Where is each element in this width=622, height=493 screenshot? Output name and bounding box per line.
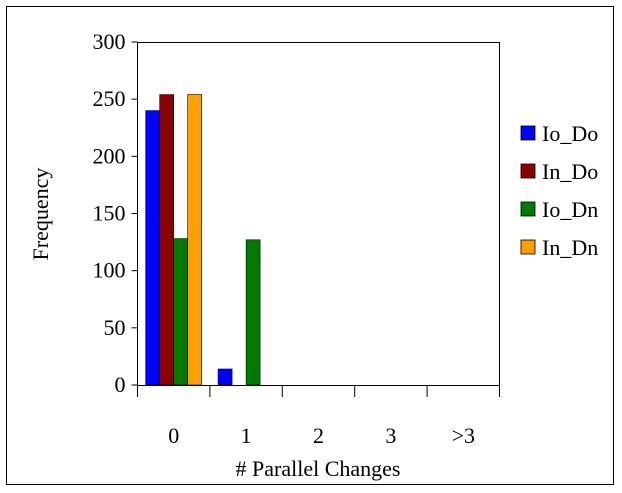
legend-label: In_Do (542, 159, 598, 184)
legend-label: Io_Do (542, 121, 598, 146)
x-tick-label: 2 (313, 423, 324, 448)
legend-swatch (520, 163, 536, 179)
x-ticks: 0 1 2 3 >3 (137, 385, 500, 448)
bar-in-dn-0 (187, 94, 202, 386)
y-tick-label: 100 (93, 258, 126, 283)
y-tick-label: 200 (93, 143, 126, 168)
y-tick-label: 150 (93, 201, 126, 226)
x-axis-title: # Parallel Changes (236, 456, 401, 481)
y-tick-label: 0 (115, 372, 126, 397)
legend-swatch (520, 201, 536, 217)
y-ticks: 0 50 100 150 200 250 300 (93, 29, 138, 397)
x-tick-label: 3 (385, 423, 396, 448)
legend-swatch (520, 239, 536, 255)
legend-label: Io_Dn (542, 197, 598, 222)
bar-io-dn-1 (245, 239, 261, 386)
bar-io-do-1 (217, 368, 233, 386)
bar-io-do-0 (145, 110, 160, 386)
x-tick-label: 0 (168, 423, 179, 448)
bar-io-dn-0 (173, 238, 188, 386)
legend-swatch (520, 125, 536, 141)
x-tick-label: >3 (452, 423, 475, 448)
y-tick-label: 50 (104, 315, 126, 340)
bars-layer (145, 94, 261, 386)
legend-label: In_Dn (542, 235, 598, 260)
y-tick-label: 250 (93, 86, 126, 111)
x-tick-label: 1 (241, 423, 252, 448)
y-axis-title: Frequency (28, 168, 53, 261)
legend: Io_Do In_Do Io_Dn In_Dn (520, 121, 598, 260)
bar-in-do-0 (159, 94, 174, 386)
y-tick-label: 300 (93, 29, 126, 54)
